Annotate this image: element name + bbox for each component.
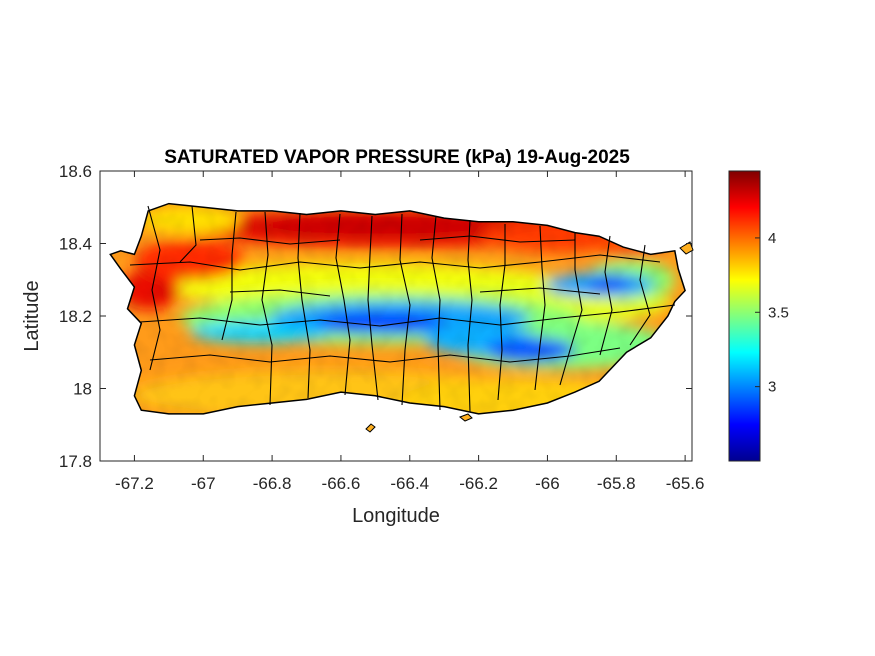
y-tick-label: 18.6 [59, 162, 92, 181]
colorbar: 33.54 [728, 170, 789, 462]
y-tick-label: 18.2 [59, 307, 92, 326]
x-tick-label: -65.8 [597, 474, 636, 493]
colorbar-tick-label: 3.5 [768, 304, 789, 321]
x-tick-label: -66 [535, 474, 560, 493]
x-tick-label: -65.6 [666, 474, 705, 493]
y-tick-label: 17.8 [59, 452, 92, 471]
y-tick-label: 18 [73, 380, 92, 399]
y-tick-label: 18.4 [59, 235, 92, 254]
x-axis: -67.2 -67 -66.8 -66.6 -66.4 -66.2 -66 -65.8 -65.… [115, 171, 704, 493]
y-axis: 17.8 18 18.2 18.4 18.6 [59, 162, 692, 471]
chart-title: SATURATED VAPOR PRESSURE (kPa) 19-Aug-20… [164, 147, 630, 168]
x-tick-label: -67 [191, 474, 216, 493]
x-tick-label: -66.6 [322, 474, 361, 493]
y-axis-label: Latitude [21, 280, 43, 351]
islets [365, 241, 694, 433]
municipal-boundaries [129, 205, 676, 413]
x-tick-label: -66.2 [459, 474, 498, 493]
x-tick-label: -66.8 [253, 474, 292, 493]
island-coastline [109, 202, 686, 415]
colorbar-tick-label: 4 [768, 230, 776, 247]
colorbar-tick-label: 3 [768, 379, 776, 396]
x-axis-label: Longitude [352, 505, 440, 527]
x-tick-label: -66.4 [390, 474, 429, 493]
colorbar-gradient [728, 170, 761, 462]
x-tick-label: -67.2 [115, 474, 154, 493]
